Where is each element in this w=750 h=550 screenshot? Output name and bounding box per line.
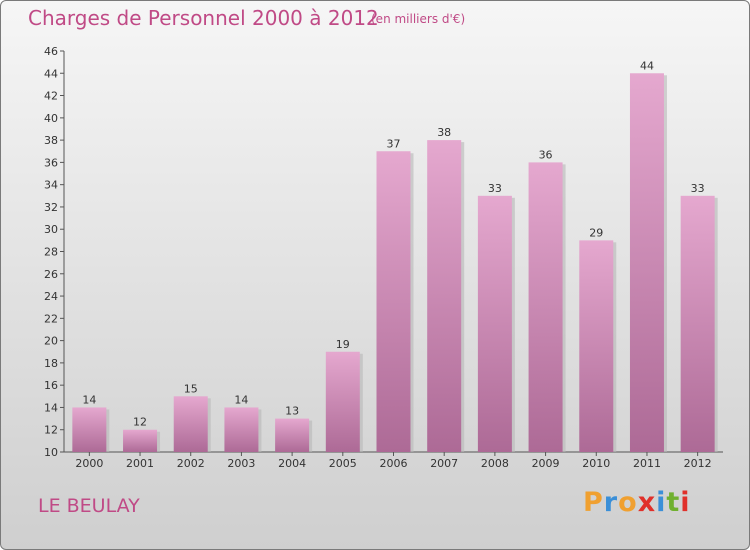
- bar-2002: [173, 396, 208, 452]
- x-tick-label: 2008: [481, 457, 509, 470]
- y-tick-label: 12: [44, 424, 58, 437]
- x-tick-label: 2009: [532, 457, 560, 470]
- logo-letter: i: [656, 487, 667, 518]
- bar-value-label: 37: [387, 137, 401, 150]
- y-tick-label: 42: [44, 90, 58, 103]
- y-tick-label: 44: [44, 67, 58, 80]
- bar-value-label: 29: [589, 226, 603, 239]
- y-tick-label: 24: [44, 290, 58, 303]
- x-tick-label: 2002: [177, 457, 205, 470]
- logo-letter: i: [680, 487, 691, 518]
- bar-value-label: 12: [133, 416, 147, 429]
- bar-value-label: 14: [234, 393, 248, 406]
- y-tick-label: 40: [44, 112, 58, 125]
- bar-2009: [528, 162, 563, 452]
- x-tick-label: 2012: [684, 457, 712, 470]
- x-tick-label: 2010: [582, 457, 610, 470]
- x-tick-label: 2000: [75, 457, 103, 470]
- bar-value-label: 14: [82, 393, 96, 406]
- bar-2003: [224, 407, 259, 452]
- bar-value-label: 38: [437, 126, 451, 139]
- y-tick-label: 22: [44, 312, 58, 325]
- x-tick-label: 2003: [227, 457, 255, 470]
- logo-letter: x: [637, 487, 657, 518]
- x-tick-label: 2011: [633, 457, 661, 470]
- bar-2000: [72, 407, 107, 452]
- logo-letter: t: [666, 487, 681, 518]
- bar-value-label: 44: [640, 59, 654, 72]
- bar-value-label: 13: [285, 405, 299, 418]
- bar-2006: [376, 151, 411, 452]
- y-tick-label: 10: [44, 446, 58, 459]
- y-tick-label: 18: [44, 357, 58, 370]
- x-tick-label: 2005: [329, 457, 357, 470]
- bar-2012: [680, 195, 715, 453]
- x-tick-label: 2006: [380, 457, 408, 470]
- y-axis-ticks: 10 12 14 16 18 20 22 24 26 28 30 32 34 36 38 40 42 44 46: [44, 45, 64, 459]
- bar-series: 14 12 15 14 13 19 37 38 33 36 29 44 33: [72, 59, 718, 453]
- x-tick-label: 2001: [126, 457, 154, 470]
- y-tick-label: 34: [44, 179, 58, 192]
- y-tick-label: 26: [44, 268, 58, 281]
- x-axis-ticks: 2000 2001 2002 2003 2004 2005 2006 2007 2008 2009…: [75, 452, 712, 470]
- bar-value-label: 15: [184, 382, 198, 395]
- y-tick-label: 30: [44, 223, 58, 236]
- x-tick-label: 2004: [278, 457, 306, 470]
- y-tick-label: 28: [44, 246, 58, 259]
- proxiti-logo: Proxiti: [583, 487, 691, 518]
- y-tick-label: 32: [44, 201, 58, 214]
- x-tick-label: 2007: [430, 457, 458, 470]
- bar-value-label: 33: [691, 182, 705, 195]
- logo-letter: o: [618, 487, 638, 518]
- y-tick-label: 46: [44, 45, 58, 58]
- logo-letter: r: [603, 487, 619, 518]
- logo-letter: P: [583, 487, 604, 518]
- y-tick-label: 16: [44, 379, 58, 392]
- chart-title: Charges de Personnel 2000 à 2012: [28, 6, 379, 30]
- bar-2010: [579, 240, 614, 452]
- bar-2011: [629, 73, 664, 453]
- bar-2008: [477, 195, 512, 453]
- y-tick-label: 36: [44, 156, 58, 169]
- bar-2001: [123, 429, 158, 452]
- y-tick-label: 20: [44, 335, 58, 348]
- chart-unit-note: (en milliers d'€): [371, 12, 466, 26]
- y-tick-label: 38: [44, 134, 58, 147]
- bar-2005: [325, 351, 360, 452]
- bar-value-label: 36: [539, 148, 553, 161]
- bar-2007: [427, 140, 462, 452]
- bar-value-label: 19: [336, 338, 350, 351]
- y-tick-label: 14: [44, 401, 58, 414]
- bar-2004: [275, 418, 310, 452]
- bar-value-label: 33: [488, 182, 502, 195]
- commune-name: LE BEULAY: [38, 495, 140, 517]
